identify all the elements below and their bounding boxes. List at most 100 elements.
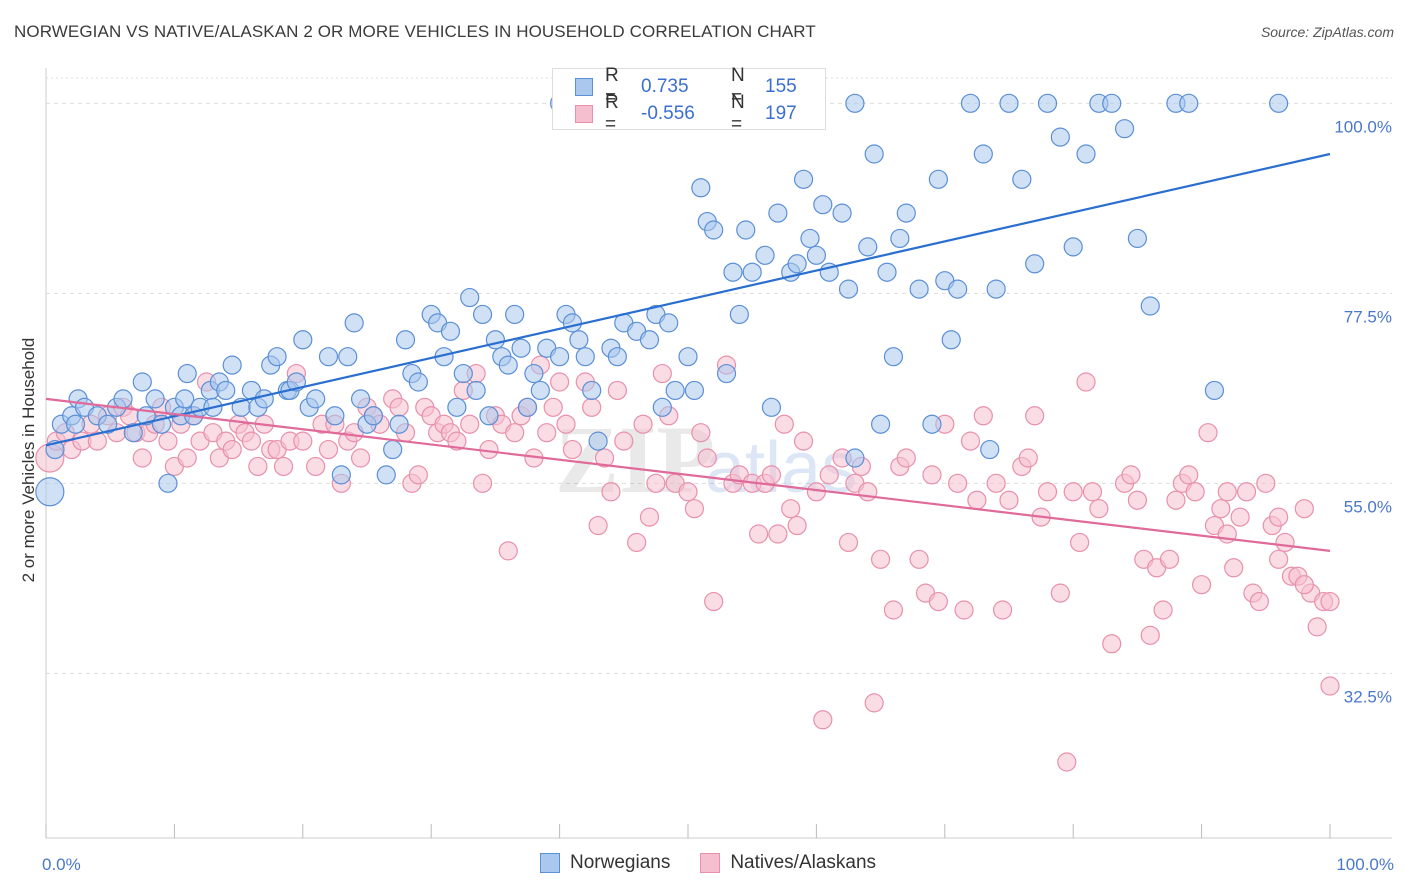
point-norwegian xyxy=(132,372,152,392)
point-native-alaskan xyxy=(248,456,268,477)
point-native-alaskan xyxy=(1159,549,1180,569)
r-label: R = xyxy=(605,92,619,135)
point-norwegian xyxy=(175,389,195,409)
y-axis-label: 2 or more Vehicles in Household xyxy=(19,338,38,583)
point-norwegian xyxy=(870,414,891,434)
point-norwegian xyxy=(909,279,929,299)
point-norwegian xyxy=(472,304,493,325)
point-norwegian xyxy=(466,380,486,401)
point-native-alaskan xyxy=(607,380,627,401)
point-norwegian xyxy=(440,321,461,341)
point-norwegian xyxy=(941,330,961,350)
point-native-alaskan xyxy=(1070,532,1090,553)
x-tick-label: 0.0% xyxy=(42,855,81,874)
point-norwegian xyxy=(35,477,65,507)
point-norwegian xyxy=(498,355,518,375)
point-norwegian xyxy=(222,355,242,375)
point-native-alaskan xyxy=(787,515,807,536)
point-native-alaskan xyxy=(1320,676,1340,696)
point-native-alaskan xyxy=(1102,634,1122,654)
point-norwegian xyxy=(1140,296,1160,316)
point-norwegian xyxy=(742,262,762,282)
point-norwegian xyxy=(318,347,339,367)
point-native-alaskan xyxy=(838,532,859,553)
point-norwegian xyxy=(65,414,86,434)
point-norwegian xyxy=(1179,93,1199,113)
point-norwegian xyxy=(113,389,133,409)
point-native-alaskan xyxy=(639,507,660,527)
point-native-alaskan xyxy=(1018,448,1038,468)
r-label: R = xyxy=(605,65,619,108)
y-tick-label: 77.5% xyxy=(1344,307,1392,326)
point-native-alaskan xyxy=(813,710,833,730)
point-native-alaskan xyxy=(967,490,987,510)
point-native-alaskan xyxy=(614,431,634,451)
point-norwegian xyxy=(1102,93,1122,113)
point-norwegian xyxy=(1127,228,1148,249)
point-native-alaskan xyxy=(1198,423,1218,443)
point-native-alaskan xyxy=(774,414,794,434)
point-norwegian xyxy=(293,330,313,350)
n-label: N = xyxy=(731,65,745,108)
n-value: 155 xyxy=(765,76,797,97)
point-norwegian xyxy=(659,313,679,333)
point-norwegian xyxy=(460,287,480,308)
point-norwegian xyxy=(652,397,672,417)
point-norwegian xyxy=(691,178,711,198)
point-native-alaskan xyxy=(1269,549,1289,569)
point-norwegian xyxy=(704,220,724,240)
point-native-alaskan xyxy=(1230,507,1250,527)
point-norwegian xyxy=(216,380,236,401)
point-norwegian xyxy=(485,330,505,350)
point-norwegian xyxy=(639,330,660,350)
point-native-alaskan xyxy=(992,600,1013,620)
point-native-alaskan xyxy=(999,490,1019,510)
point-native-alaskan xyxy=(498,541,518,561)
point-native-alaskan xyxy=(1025,406,1045,426)
point-norwegian xyxy=(344,313,364,333)
point-norwegian xyxy=(588,431,608,451)
point-norwegian xyxy=(350,389,371,409)
legend-row-natives: R = -0.556 N = 197 xyxy=(575,92,797,135)
point-native-alaskan xyxy=(948,473,968,493)
y-tick-label: 100.0% xyxy=(1334,117,1392,136)
point-native-alaskan xyxy=(1089,499,1109,519)
legend-label-norwegians: Norwegians xyxy=(570,852,671,873)
point-native-alaskan xyxy=(1191,575,1212,595)
chart-title: NORWEGIAN VS NATIVE/ALASKAN 2 OR MORE VE… xyxy=(14,22,816,41)
point-native-alaskan xyxy=(594,448,615,468)
tick-labels: 32.5% 55.0% 77.5% 100.0% 0.0% 100.0% xyxy=(42,117,1394,874)
point-norwegian xyxy=(1114,119,1135,139)
point-native-alaskan xyxy=(652,363,672,384)
point-native-alaskan xyxy=(350,448,371,468)
r-value: -0.556 xyxy=(641,103,695,124)
point-native-alaskan xyxy=(1153,600,1173,620)
point-norwegian xyxy=(768,203,788,223)
point-norwegian xyxy=(813,195,833,215)
point-norwegian xyxy=(1037,93,1058,113)
legend-swatch-pink xyxy=(575,105,593,123)
legend-label-natives: Natives/Alaskans xyxy=(730,852,877,873)
point-native-alaskan xyxy=(749,524,769,544)
point-native-alaskan xyxy=(556,414,576,434)
point-norwegian xyxy=(678,347,698,367)
point-native-alaskan xyxy=(1211,499,1231,519)
trend-line-natives xyxy=(45,397,1331,552)
point-native-alaskan xyxy=(1307,617,1327,637)
point-native-alaskan xyxy=(549,372,570,392)
point-native-alaskan xyxy=(973,406,993,426)
point-norwegian xyxy=(123,423,143,443)
point-norwegian xyxy=(1050,127,1070,147)
point-native-alaskan xyxy=(562,439,583,460)
point-native-alaskan xyxy=(222,439,242,460)
point-norwegian xyxy=(716,363,737,384)
point-native-alaskan xyxy=(318,439,339,460)
point-norwegian xyxy=(858,237,878,257)
point-native-alaskan xyxy=(1320,591,1340,612)
point-native-alaskan xyxy=(1217,482,1237,502)
point-norwegian xyxy=(928,169,948,189)
point-native-alaskan xyxy=(768,524,788,544)
r-value: 0.735 xyxy=(641,76,689,97)
point-native-alaskan xyxy=(678,482,698,502)
